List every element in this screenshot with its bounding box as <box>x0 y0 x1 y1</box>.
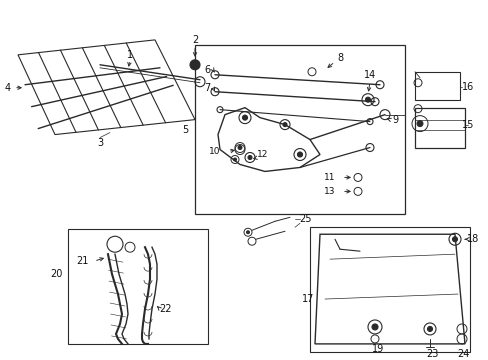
Text: 6: 6 <box>203 65 210 75</box>
Text: 11: 11 <box>324 173 335 182</box>
Text: 9: 9 <box>391 114 397 125</box>
Circle shape <box>247 156 251 159</box>
Text: 24: 24 <box>456 349 468 359</box>
Text: 4: 4 <box>5 83 11 93</box>
Circle shape <box>190 60 200 70</box>
Bar <box>309 227 469 352</box>
Bar <box>414 108 464 148</box>
Circle shape <box>233 158 236 161</box>
Circle shape <box>297 152 302 157</box>
Text: 10: 10 <box>209 147 220 156</box>
Text: 22: 22 <box>159 304 171 314</box>
Text: 25: 25 <box>298 214 311 224</box>
Text: 20: 20 <box>50 269 62 279</box>
Circle shape <box>238 145 242 149</box>
Text: 1: 1 <box>127 50 133 60</box>
Text: 5: 5 <box>182 125 188 135</box>
Bar <box>195 45 404 214</box>
Text: 13: 13 <box>324 187 335 196</box>
Text: 19: 19 <box>371 344 384 354</box>
Text: 8: 8 <box>336 53 343 63</box>
Circle shape <box>242 115 247 120</box>
Circle shape <box>451 237 457 242</box>
Text: 18: 18 <box>466 234 478 244</box>
Text: 12: 12 <box>257 150 268 159</box>
Text: 15: 15 <box>461 120 473 130</box>
Text: 17: 17 <box>301 294 314 304</box>
Text: 7: 7 <box>203 83 210 93</box>
Text: 14: 14 <box>363 70 375 80</box>
Circle shape <box>283 123 286 127</box>
Text: 2: 2 <box>191 35 198 45</box>
Circle shape <box>246 231 249 234</box>
Circle shape <box>416 121 422 127</box>
Circle shape <box>365 97 370 102</box>
Text: 23: 23 <box>425 349 437 359</box>
Text: 21: 21 <box>76 256 88 266</box>
Text: 3: 3 <box>97 138 103 148</box>
Bar <box>414 72 459 100</box>
Text: 16: 16 <box>461 82 473 92</box>
Bar <box>68 229 207 344</box>
Circle shape <box>371 324 377 330</box>
Circle shape <box>427 327 431 332</box>
